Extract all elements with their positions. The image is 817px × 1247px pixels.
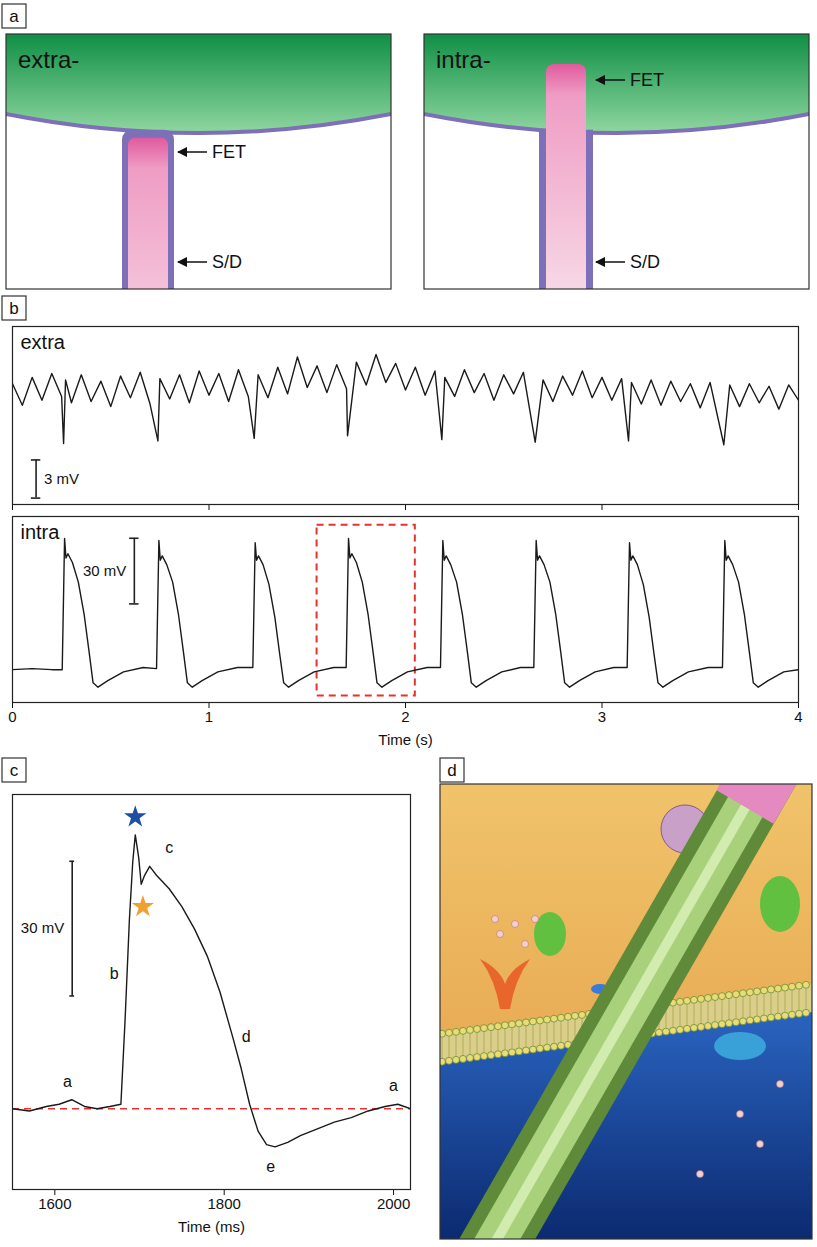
svg-text:e: e bbox=[266, 1158, 275, 1175]
svg-text:extra: extra bbox=[21, 331, 66, 353]
svg-text:intra-: intra- bbox=[436, 46, 491, 73]
svg-text:S/D: S/D bbox=[212, 252, 242, 272]
svg-text:d: d bbox=[447, 761, 456, 780]
svg-text:3 mV: 3 mV bbox=[44, 470, 79, 487]
svg-text:a: a bbox=[389, 1077, 398, 1094]
svg-text:30 mV: 30 mV bbox=[21, 919, 64, 936]
svg-text:S/D: S/D bbox=[630, 252, 660, 272]
svg-text:1800: 1800 bbox=[208, 1195, 241, 1212]
svg-text:Time (ms): Time (ms) bbox=[178, 1218, 245, 1235]
svg-text:4: 4 bbox=[794, 708, 802, 725]
svg-text:b: b bbox=[9, 299, 18, 318]
svg-text:intra: intra bbox=[21, 521, 61, 543]
svg-text:Time (s): Time (s) bbox=[378, 731, 432, 748]
svg-text:1600: 1600 bbox=[38, 1195, 71, 1212]
svg-text:a: a bbox=[63, 1073, 72, 1090]
svg-text:0: 0 bbox=[8, 708, 16, 725]
svg-text:30 mV: 30 mV bbox=[83, 562, 126, 579]
svg-text:d: d bbox=[242, 1028, 251, 1045]
svg-text:a: a bbox=[9, 7, 19, 26]
svg-text:2000: 2000 bbox=[377, 1195, 410, 1212]
svg-text:extra-: extra- bbox=[18, 46, 79, 73]
svg-text:c: c bbox=[10, 761, 19, 780]
svg-text:FET: FET bbox=[630, 70, 664, 90]
svg-text:1: 1 bbox=[205, 708, 213, 725]
svg-text:c: c bbox=[165, 839, 173, 856]
svg-text:FET: FET bbox=[212, 142, 246, 162]
svg-text:2: 2 bbox=[401, 708, 409, 725]
svg-text:b: b bbox=[110, 965, 119, 982]
svg-text:3: 3 bbox=[598, 708, 606, 725]
